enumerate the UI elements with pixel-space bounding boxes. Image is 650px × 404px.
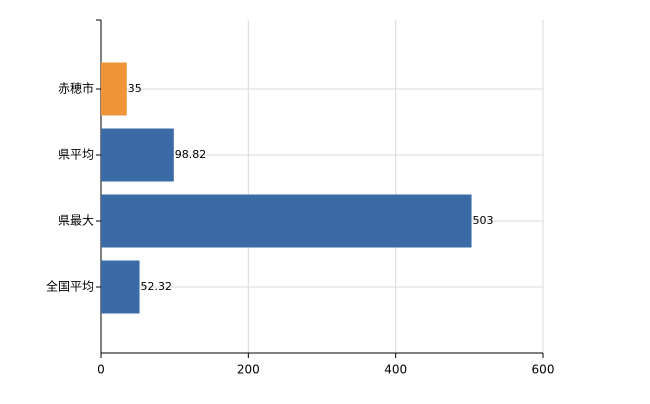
x-tick-label: 200	[237, 363, 260, 377]
x-tick-label: 400	[384, 363, 407, 377]
bar	[101, 194, 472, 248]
y-tick-label: 県最大	[58, 214, 94, 228]
bar	[101, 62, 127, 116]
value-label: 35	[128, 82, 142, 95]
x-tick-label: 0	[97, 363, 105, 377]
value-label: 98.82	[175, 148, 207, 161]
value-label: 52.32	[141, 280, 173, 293]
y-tick-label: 県平均	[58, 148, 94, 162]
x-tick-label: 600	[532, 363, 555, 377]
bar	[101, 128, 174, 182]
y-tick-label: 赤穂市	[58, 81, 94, 96]
bar	[101, 260, 140, 314]
y-tick-label: 全国平均	[46, 279, 94, 294]
value-label: 503	[473, 214, 494, 227]
